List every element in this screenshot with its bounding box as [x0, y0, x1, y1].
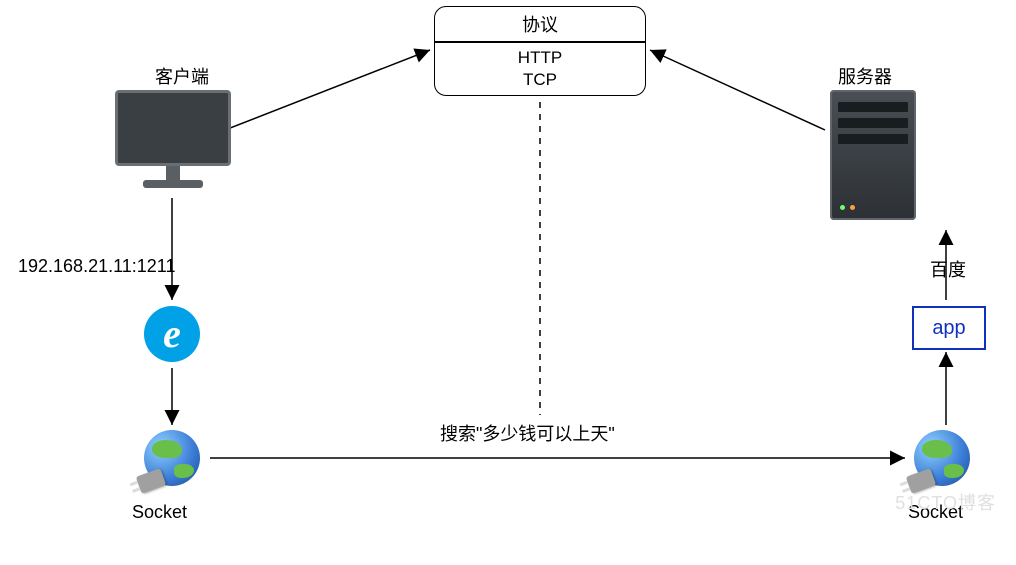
protocol-body: HTTP TCP	[435, 43, 645, 95]
protocol-node: 协议 HTTP TCP	[434, 6, 646, 96]
socket-left-label: Socket	[132, 502, 187, 523]
ip-address-label: 192.168.21.11:1211	[18, 256, 175, 277]
edge-server-protocol	[650, 50, 825, 130]
server-icon	[830, 90, 916, 220]
server-label: 服务器	[838, 63, 892, 89]
monitor-icon	[115, 90, 231, 188]
search-query-label: 搜索"多少钱可以上天"	[440, 420, 615, 446]
protocol-title: 协议	[435, 7, 645, 43]
watermark-text: 51CTO博客	[895, 489, 996, 515]
socket-left-icon	[144, 430, 200, 486]
ie-glyph: e	[163, 314, 181, 354]
socket-right-icon	[914, 430, 970, 486]
baidu-label: 百度	[930, 256, 966, 282]
protocol-line1: HTTP	[435, 47, 645, 69]
app-node: app	[912, 306, 986, 350]
edge-client-protocol	[225, 50, 430, 130]
app-label: app	[932, 317, 965, 340]
client-label: 客户端	[155, 63, 209, 89]
diagram-canvas: 协议 HTTP TCP 客户端 服务器 192.168.21.11:1211 百…	[0, 0, 1016, 565]
protocol-line2: TCP	[435, 69, 645, 91]
ie-icon: e	[144, 306, 200, 362]
